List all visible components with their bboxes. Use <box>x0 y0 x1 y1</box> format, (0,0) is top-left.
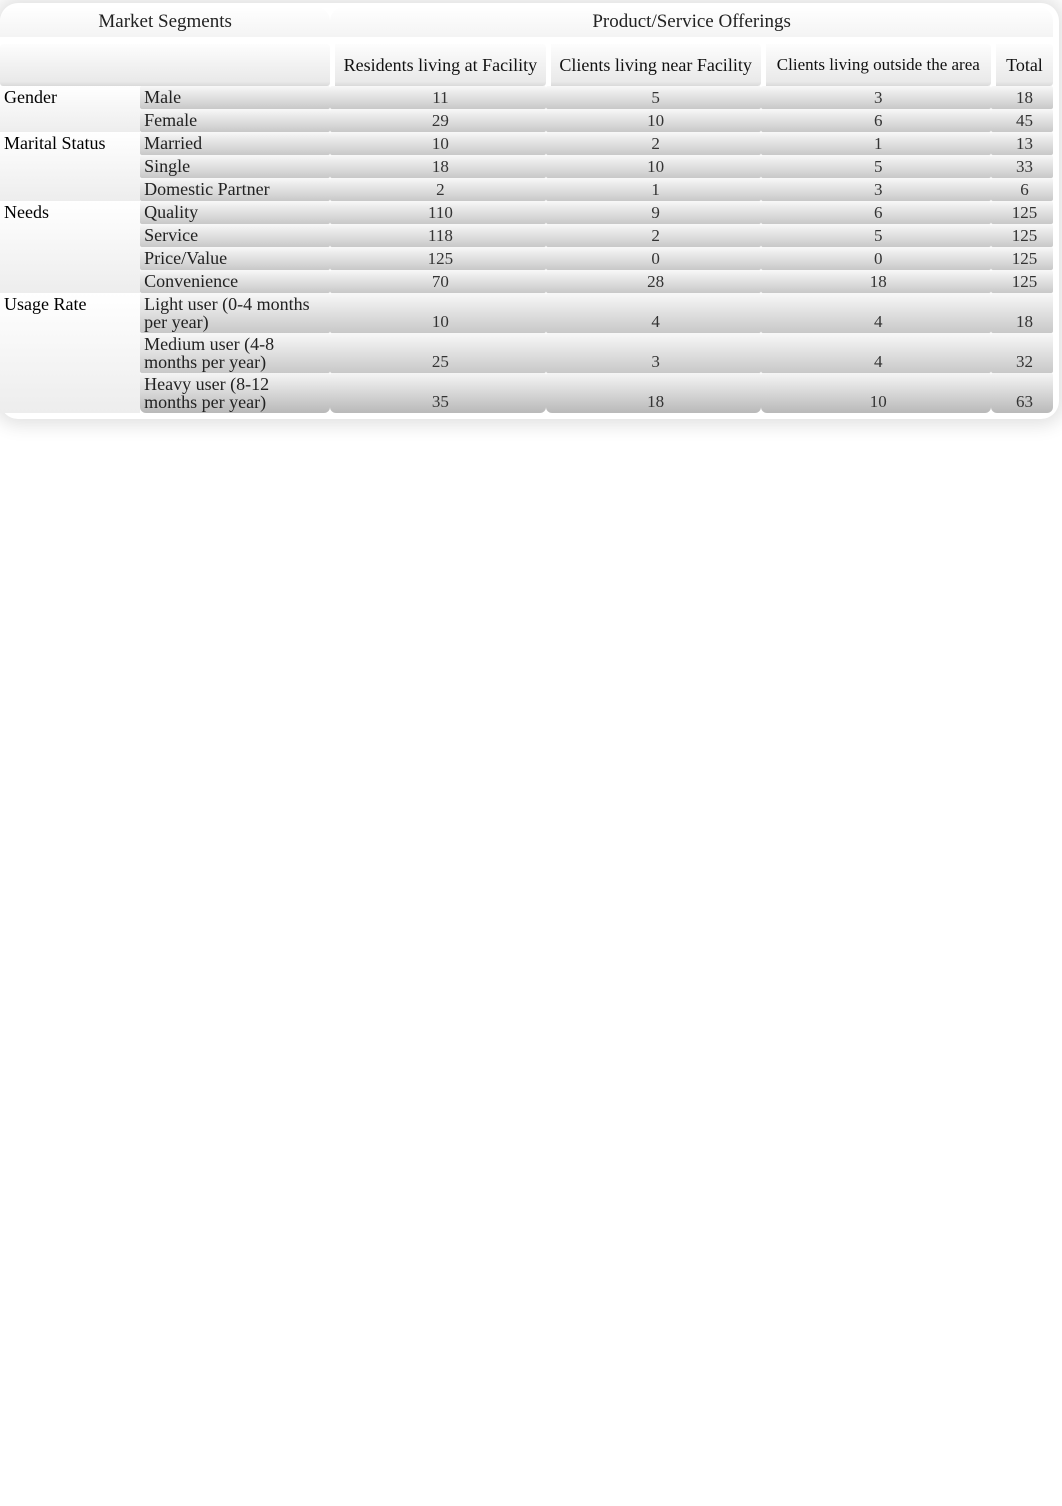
cell-value: 10 <box>330 132 545 155</box>
cell-value: 2 <box>546 132 761 155</box>
header-row-columns: Residents living at Facility Clients liv… <box>0 44 1053 86</box>
category-label: Marital Status <box>0 132 140 201</box>
cell-total: 32 <box>991 333 1053 373</box>
cell-total: 125 <box>991 247 1053 270</box>
cell-value: 1 <box>546 178 761 201</box>
cell-value: 10 <box>546 109 761 132</box>
cell-total: 125 <box>991 224 1053 247</box>
table-row: Marital StatusMarried102113 <box>0 132 1053 155</box>
cell-value: 35 <box>330 373 545 413</box>
table-row: Single1810533 <box>0 155 1053 178</box>
category-label: Gender <box>0 86 140 132</box>
subcategory-label: Quality <box>140 201 330 224</box>
cell-value: 11 <box>330 86 545 109</box>
col-total: Total <box>991 44 1053 86</box>
cell-value: 6 <box>761 201 991 224</box>
cell-value: 10 <box>761 373 991 413</box>
cell-value: 28 <box>546 270 761 293</box>
cell-total: 18 <box>991 86 1053 109</box>
table-row: Female2910645 <box>0 109 1053 132</box>
cell-value: 6 <box>761 109 991 132</box>
header-market-segments: Market Segments <box>0 7 330 37</box>
cell-total: 63 <box>991 373 1053 413</box>
table-row: Heavy user (8-12 months per year)3518106… <box>0 373 1053 413</box>
table-row: Usage RateLight user (0-4 months per yea… <box>0 293 1053 333</box>
cell-total: 33 <box>991 155 1053 178</box>
table-row: Medium user (4-8 months per year)253432 <box>0 333 1053 373</box>
cell-value: 0 <box>546 247 761 270</box>
cell-value: 10 <box>330 293 545 333</box>
table-card: Market Segments Product/Service Offering… <box>0 3 1059 419</box>
cell-value: 0 <box>761 247 991 270</box>
header-product-offerings: Product/Service Offerings <box>330 7 1053 37</box>
col-near: Clients living near Facility <box>546 44 761 86</box>
cell-total: 6 <box>991 178 1053 201</box>
cell-value: 3 <box>761 86 991 109</box>
table-body: GenderMale115318Female2910645Marital Sta… <box>0 86 1053 413</box>
cell-total: 18 <box>991 293 1053 333</box>
subcategory-label: Female <box>140 109 330 132</box>
cell-value: 9 <box>546 201 761 224</box>
cell-value: 5 <box>761 224 991 247</box>
cell-value: 3 <box>761 178 991 201</box>
header-row-top: Market Segments Product/Service Offering… <box>0 7 1053 37</box>
cell-value: 18 <box>761 270 991 293</box>
subcategory-label: Service <box>140 224 330 247</box>
cell-value: 5 <box>761 155 991 178</box>
cell-total: 125 <box>991 201 1053 224</box>
cell-value: 4 <box>546 293 761 333</box>
col-outside: Clients living outside the area <box>761 44 991 86</box>
subcategory-label: Price/Value <box>140 247 330 270</box>
category-label: Usage Rate <box>0 293 140 413</box>
cell-value: 29 <box>330 109 545 132</box>
cell-total: 45 <box>991 109 1053 132</box>
subcategory-label: Single <box>140 155 330 178</box>
cell-value: 4 <box>761 293 991 333</box>
subcategory-label: Male <box>140 86 330 109</box>
cell-value: 5 <box>546 86 761 109</box>
cell-value: 25 <box>330 333 545 373</box>
table-row: Service11825125 <box>0 224 1053 247</box>
category-label: Needs <box>0 201 140 293</box>
cell-value: 110 <box>330 201 545 224</box>
cell-value: 4 <box>761 333 991 373</box>
subcategory-label: Married <box>140 132 330 155</box>
cell-total: 125 <box>991 270 1053 293</box>
cell-value: 18 <box>330 155 545 178</box>
subcategory-label: Light user (0-4 months per year) <box>140 293 330 333</box>
subcategory-label: Domestic Partner <box>140 178 330 201</box>
cell-value: 18 <box>546 373 761 413</box>
cell-value: 1 <box>761 132 991 155</box>
cell-value: 3 <box>546 333 761 373</box>
cell-value: 2 <box>330 178 545 201</box>
cell-value: 70 <box>330 270 545 293</box>
subcategory-label: Medium user (4-8 months per year) <box>140 333 330 373</box>
cell-value: 125 <box>330 247 545 270</box>
table-row: Domestic Partner2136 <box>0 178 1053 201</box>
subcategory-label: Convenience <box>140 270 330 293</box>
cell-total: 13 <box>991 132 1053 155</box>
header-blank <box>0 44 330 86</box>
table-row: Convenience702818125 <box>0 270 1053 293</box>
segments-table: Market Segments Product/Service Offering… <box>0 7 1053 413</box>
cell-value: 2 <box>546 224 761 247</box>
cell-value: 118 <box>330 224 545 247</box>
col-residents: Residents living at Facility <box>330 44 545 86</box>
table-row: NeedsQuality11096125 <box>0 201 1053 224</box>
table-row: GenderMale115318 <box>0 86 1053 109</box>
table-row: Price/Value12500125 <box>0 247 1053 270</box>
cell-value: 10 <box>546 155 761 178</box>
subcategory-label: Heavy user (8-12 months per year) <box>140 373 330 413</box>
